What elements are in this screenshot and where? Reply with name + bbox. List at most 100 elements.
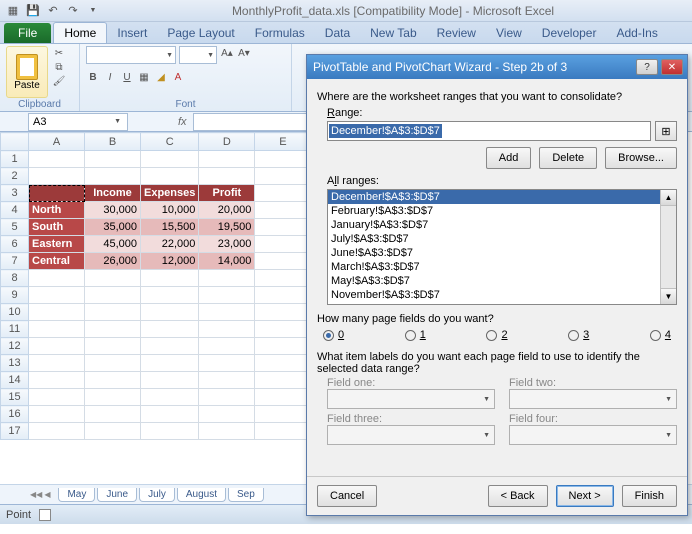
finish-button[interactable]: Finish [622, 485, 677, 507]
copy-icon[interactable]: ⧉ [52, 60, 66, 74]
tab-insert[interactable]: Insert [107, 23, 157, 43]
row-header[interactable]: 15 [1, 389, 29, 406]
tab-new-tab[interactable]: New Tab [360, 23, 426, 43]
fx-icon[interactable]: fx [178, 116, 187, 128]
cell[interactable]: 14,000 [199, 253, 255, 270]
next-button[interactable]: Next > [556, 485, 614, 507]
sheet-tab[interactable]: August [177, 488, 226, 502]
cell[interactable]: 35,000 [85, 219, 141, 236]
cell[interactable] [29, 185, 85, 202]
font-size-select[interactable]: ▼ [179, 46, 217, 64]
cell[interactable]: 30,000 [85, 202, 141, 219]
save-icon[interactable]: 💾 [26, 4, 40, 18]
browse-button[interactable]: Browse... [605, 147, 677, 169]
list-item[interactable]: December!$A$3:$D$7 [328, 190, 676, 204]
select-all-corner[interactable] [1, 133, 29, 151]
cell[interactable]: 23,000 [199, 236, 255, 253]
row-header[interactable]: 5 [1, 219, 29, 236]
scrollbar[interactable]: ▲ ▼ [660, 190, 676, 304]
sheet-tab[interactable]: June [97, 488, 137, 502]
sheet-tab[interactable]: May [58, 488, 95, 502]
format-painter-icon[interactable]: 🖌 [52, 74, 66, 88]
bold-icon[interactable]: B [86, 70, 100, 84]
col-header[interactable]: C [141, 133, 199, 151]
cell[interactable]: Eastern [29, 236, 85, 253]
cell[interactable]: 10,000 [141, 202, 199, 219]
list-item[interactable]: July!$A$3:$D$7 [328, 232, 676, 246]
list-item[interactable]: May!$A$3:$D$7 [328, 274, 676, 288]
tab-page-layout[interactable]: Page Layout [157, 23, 244, 43]
qat-dropdown-icon[interactable]: ▼ [86, 4, 100, 18]
undo-icon[interactable]: ↶ [46, 4, 60, 18]
row-header[interactable]: 13 [1, 355, 29, 372]
row-header[interactable]: 10 [1, 304, 29, 321]
range-input[interactable]: December!$A$3:$D$7 [327, 121, 651, 141]
cell[interactable]: 20,000 [199, 202, 255, 219]
macro-record-icon[interactable] [39, 509, 51, 521]
cell[interactable]: 12,000 [141, 253, 199, 270]
range-picker-icon[interactable]: ⊞ [655, 121, 677, 141]
row-header[interactable]: 14 [1, 372, 29, 389]
delete-button[interactable]: Delete [539, 147, 597, 169]
paste-button[interactable]: Paste [6, 46, 48, 98]
row-header[interactable]: 7 [1, 253, 29, 270]
scroll-down-icon[interactable]: ▼ [661, 288, 676, 304]
row-header[interactable]: 11 [1, 321, 29, 338]
cell[interactable]: 26,000 [85, 253, 141, 270]
cell[interactable]: 22,000 [141, 236, 199, 253]
tab-nav-prev-icon[interactable]: ◀ [44, 490, 50, 499]
row-header[interactable]: 17 [1, 423, 29, 440]
tab-review[interactable]: Review [427, 23, 486, 43]
tab-data[interactable]: Data [315, 23, 360, 43]
cancel-button[interactable]: Cancel [317, 485, 377, 507]
radio-0[interactable]: 0 [323, 329, 344, 341]
cell[interactable]: North [29, 202, 85, 219]
cut-icon[interactable]: ✂ [52, 46, 66, 60]
cell[interactable]: South [29, 219, 85, 236]
col-header[interactable]: A [29, 133, 85, 151]
close-button[interactable]: ✕ [661, 59, 683, 75]
tab-addins[interactable]: Add-Ins [606, 23, 667, 43]
fill-color-icon[interactable]: ◢ [154, 70, 168, 84]
radio-4[interactable]: 4 [650, 329, 671, 341]
increase-font-icon[interactable]: A▴ [220, 46, 234, 60]
name-box[interactable]: A3▼ [28, 113, 128, 131]
cell[interactable]: Profit [199, 185, 255, 202]
radio-3[interactable]: 3 [568, 329, 589, 341]
file-tab[interactable]: File [4, 23, 51, 43]
col-header[interactable]: E [255, 133, 311, 151]
sheet-tab[interactable]: July [139, 488, 175, 502]
cell[interactable]: Expenses [141, 185, 199, 202]
cell[interactable]: Income [85, 185, 141, 202]
tab-formulas[interactable]: Formulas [245, 23, 315, 43]
cell[interactable]: Central [29, 253, 85, 270]
decrease-font-icon[interactable]: A▾ [237, 46, 251, 60]
font-color-icon[interactable]: A [171, 70, 185, 84]
col-header[interactable]: D [199, 133, 255, 151]
row-header[interactable]: 8 [1, 270, 29, 287]
list-item[interactable]: November!$A$3:$D$7 [328, 288, 676, 302]
border-icon[interactable]: ▦ [137, 70, 151, 84]
row-header[interactable]: 2 [1, 168, 29, 185]
redo-icon[interactable]: ↷ [66, 4, 80, 18]
row-header[interactable]: 16 [1, 406, 29, 423]
row-header[interactable]: 4 [1, 202, 29, 219]
list-item[interactable]: June!$A$3:$D$7 [328, 246, 676, 260]
tab-view[interactable]: View [486, 23, 532, 43]
scroll-up-icon[interactable]: ▲ [661, 190, 676, 206]
row-header[interactable]: 12 [1, 338, 29, 355]
row-header[interactable]: 6 [1, 236, 29, 253]
list-item[interactable]: March!$A$3:$D$7 [328, 260, 676, 274]
dialog-titlebar[interactable]: PivotTable and PivotChart Wizard - Step … [307, 55, 687, 79]
cell[interactable]: 19,500 [199, 219, 255, 236]
row-header[interactable]: 9 [1, 287, 29, 304]
italic-icon[interactable]: I [103, 70, 117, 84]
col-header[interactable]: B [85, 133, 141, 151]
cell[interactable]: 45,000 [85, 236, 141, 253]
cell[interactable]: 15,500 [141, 219, 199, 236]
tab-developer[interactable]: Developer [532, 23, 607, 43]
radio-1[interactable]: 1 [405, 329, 426, 341]
tab-home[interactable]: Home [53, 22, 107, 43]
row-header[interactable]: 1 [1, 151, 29, 168]
radio-2[interactable]: 2 [486, 329, 507, 341]
